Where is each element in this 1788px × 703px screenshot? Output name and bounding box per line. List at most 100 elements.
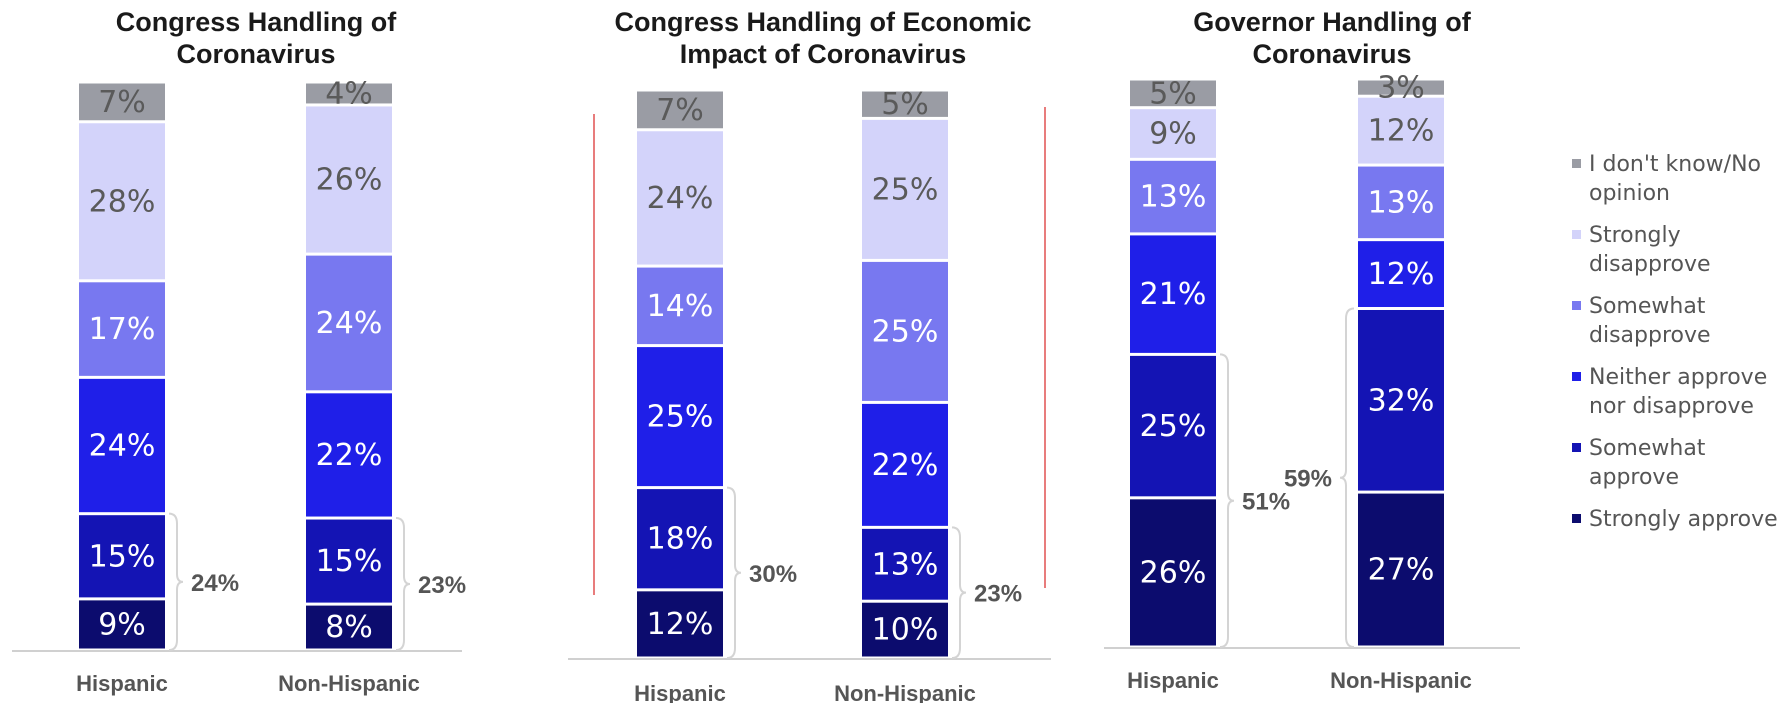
data-label-hispanic-neither-approve-nor-disapprove: 24%: [89, 429, 156, 464]
bar-segment-non-hispanic-strongly-approve: [1358, 493, 1444, 646]
bracket-label-hispanic-approve: 51%: [1242, 489, 1290, 516]
chart-title-governor-handling-of-coronavirus-line2: Coronavirus: [1252, 39, 1411, 69]
data-label-non-hispanic-i-don-t-know-no-opinion: 4%: [325, 76, 373, 111]
bar-segment-hispanic-neither-approve-nor-disapprove: [1130, 235, 1216, 353]
category-label-hispanic: Hispanic: [76, 671, 168, 696]
data-label-non-hispanic-somewhat-approve: 13%: [872, 547, 939, 582]
data-label-hispanic-i-don-t-know-no-opinion: 7%: [98, 85, 146, 120]
data-label-hispanic-somewhat-disapprove: 13%: [1140, 180, 1207, 215]
bar-segment-hispanic-somewhat-approve: [79, 515, 165, 598]
legend-label-somewhat-approve-line1: Somewhat: [1589, 436, 1706, 461]
data-label-hispanic-strongly-approve: 12%: [647, 607, 714, 642]
data-label-hispanic-strongly-disapprove: 9%: [1149, 117, 1197, 152]
legend-swatch-somewhat-disapprove: [1572, 301, 1581, 310]
bracket-label-hispanic-approve: 24%: [191, 570, 239, 597]
bar-segment-hispanic-strongly-approve: [79, 600, 165, 649]
bar-segment-hispanic-neither-approve-nor-disapprove: [637, 347, 723, 487]
data-label-hispanic-strongly-approve: 26%: [1140, 555, 1207, 590]
data-label-hispanic-neither-approve-nor-disapprove: 25%: [647, 400, 714, 435]
bar-segment-non-hispanic-somewhat-approve: [1358, 309, 1444, 491]
data-label-non-hispanic-neither-approve-nor-disapprove: 22%: [316, 438, 383, 473]
bracket-label-non-hispanic-approve: 23%: [418, 572, 466, 599]
bar-segment-non-hispanic-strongly-disapprove: [862, 119, 948, 259]
chart-title-governor-handling-of-coronavirus-line1: Governor Handling of: [1193, 7, 1472, 37]
chart-title-congress-handling-of-coronavirus-line1: Congress Handling of: [116, 7, 398, 37]
bar-segment-hispanic-strongly-disapprove: [1130, 109, 1216, 158]
legend-label-somewhat-disapprove-line2: disapprove: [1589, 323, 1711, 348]
legend-label-neither-approve-nor-disapprove-line1: Neither approve: [1589, 365, 1767, 390]
bracket-non-hispanic-approve: [951, 526, 967, 659]
data-label-non-hispanic-strongly-approve: 27%: [1368, 553, 1435, 588]
bar-segment-non-hispanic-somewhat-disapprove: [1358, 166, 1444, 239]
legend-swatch-strongly-approve: [1572, 514, 1581, 523]
data-label-non-hispanic-strongly-approve: 10%: [872, 613, 939, 648]
legend-swatch-strongly-disapprove: [1572, 230, 1581, 239]
legend-label-i-don-t-know-no-opinion-line1: I don't know/No: [1589, 152, 1761, 177]
bracket-label-hispanic-approve: 30%: [749, 561, 797, 588]
data-label-non-hispanic-strongly-approve: 8%: [325, 610, 373, 645]
bar-segment-non-hispanic-neither-approve-nor-disapprove: [1358, 241, 1444, 307]
bar-segment-non-hispanic-neither-approve-nor-disapprove: [306, 393, 392, 517]
chart-title-congress-handling-of-coronavirus-line2: Coronavirus: [176, 39, 335, 69]
bar-segment-non-hispanic-i-don-t-know-no-opinion: [306, 83, 392, 104]
chart-title-congress-handling-of-economic-impact-of-coronavirus-line2: Impact of Coronavirus: [680, 39, 967, 69]
data-label-hispanic-somewhat-approve: 18%: [647, 522, 714, 557]
data-label-hispanic-strongly-approve: 9%: [98, 607, 146, 642]
bar-segment-non-hispanic-neither-approve-nor-disapprove: [862, 403, 948, 526]
legend-swatch-i-don-t-know-no-opinion: [1572, 159, 1581, 168]
bracket-hispanic-approve: [726, 486, 742, 659]
data-label-hispanic-somewhat-approve: 25%: [1140, 409, 1207, 444]
data-label-non-hispanic-i-don-t-know-no-opinion: 5%: [881, 87, 929, 122]
data-label-non-hispanic-i-don-t-know-no-opinion: 3%: [1377, 71, 1425, 106]
data-label-hispanic-somewhat-approve: 15%: [89, 539, 156, 574]
bar-segment-non-hispanic-somewhat-approve: [306, 519, 392, 603]
data-label-hispanic-strongly-disapprove: 24%: [647, 181, 714, 216]
bracket-non-hispanic-approve: [395, 517, 411, 651]
data-label-non-hispanic-somewhat-disapprove: 25%: [872, 314, 939, 349]
bar-segment-non-hispanic-somewhat-approve: [862, 528, 948, 600]
data-label-non-hispanic-neither-approve-nor-disapprove: 22%: [872, 448, 939, 483]
bar-segment-hispanic-strongly-disapprove: [79, 123, 165, 280]
bar-segment-hispanic-strongly-disapprove: [637, 131, 723, 265]
data-label-hispanic-somewhat-disapprove: 17%: [89, 312, 156, 347]
bar-segment-hispanic-somewhat-disapprove: [637, 267, 723, 345]
bar-segment-hispanic-somewhat-disapprove: [1130, 160, 1216, 233]
legend-label-strongly-approve-line1: Strongly approve: [1589, 507, 1778, 532]
chart-title-congress-handling-of-economic-impact-of-coronavirus-line1: Congress Handling of Economic: [614, 7, 1031, 37]
data-label-hispanic-somewhat-disapprove: 14%: [647, 289, 714, 324]
data-label-non-hispanic-somewhat-disapprove: 24%: [316, 306, 383, 341]
bracket-label-non-hispanic-approve: 59%: [1284, 466, 1332, 493]
legend-label-neither-approve-nor-disapprove-line2: nor disapprove: [1589, 394, 1754, 419]
category-label-hispanic: Hispanic: [634, 681, 726, 703]
legend-label-somewhat-disapprove-line1: Somewhat: [1589, 294, 1706, 319]
data-label-hispanic-strongly-disapprove: 28%: [89, 184, 156, 219]
data-label-non-hispanic-strongly-disapprove: 12%: [1368, 114, 1435, 149]
bar-segment-non-hispanic-strongly-disapprove: [306, 106, 392, 253]
data-label-non-hispanic-neither-approve-nor-disapprove: 12%: [1368, 257, 1435, 292]
bracket-non-hispanic-approve: [1339, 307, 1355, 648]
legend-label-i-don-t-know-no-opinion-line2: opinion: [1589, 181, 1670, 206]
bar-segment-non-hispanic-somewhat-disapprove: [306, 255, 392, 391]
legend-label-somewhat-approve-line2: approve: [1589, 465, 1679, 490]
bar-segment-non-hispanic-strongly-approve: [306, 605, 392, 649]
bar-segment-hispanic-neither-approve-nor-disapprove: [79, 378, 165, 513]
bar-segment-non-hispanic-somewhat-disapprove: [862, 261, 948, 401]
bar-segment-hispanic-strongly-approve: [637, 591, 723, 657]
bar-segment-non-hispanic-strongly-approve: [862, 602, 948, 657]
bar-segment-hispanic-i-don-t-know-no-opinion: [1130, 80, 1216, 107]
bracket-hispanic-approve: [1219, 353, 1235, 648]
data-label-non-hispanic-somewhat-approve: 32%: [1368, 383, 1435, 418]
category-label-non-hispanic: Non-Hispanic: [834, 681, 976, 703]
bar-segment-non-hispanic-strongly-disapprove: [1358, 97, 1444, 164]
data-label-hispanic-neither-approve-nor-disapprove: 21%: [1140, 277, 1207, 312]
bracket-label-non-hispanic-approve: 23%: [974, 581, 1022, 608]
legend-label-strongly-disapprove-line2: disapprove: [1589, 252, 1711, 277]
data-label-non-hispanic-somewhat-approve: 15%: [316, 544, 383, 579]
bar-segment-hispanic-somewhat-approve: [1130, 355, 1216, 497]
legend-swatch-somewhat-approve: [1572, 443, 1581, 452]
category-label-non-hispanic: Non-Hispanic: [1330, 668, 1472, 693]
bar-segment-hispanic-i-don-t-know-no-opinion: [79, 83, 165, 121]
legend-swatch-neither-approve-nor-disapprove: [1572, 372, 1581, 381]
bar-segment-hispanic-somewhat-approve: [637, 489, 723, 589]
